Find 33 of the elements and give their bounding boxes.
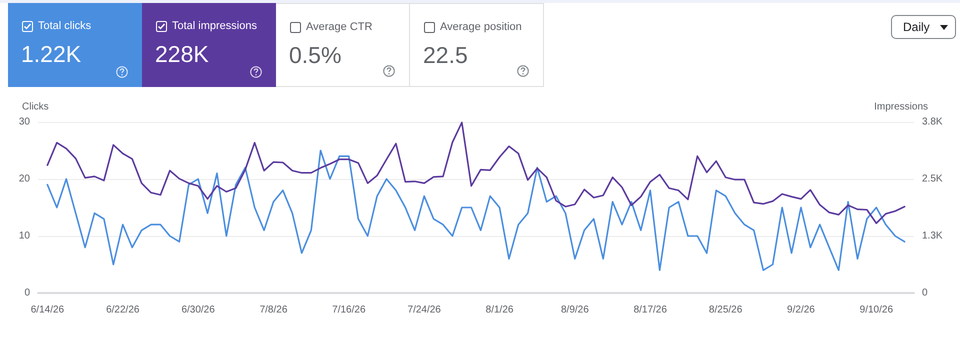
text: 228K [155, 41, 209, 68]
x-tick-label: 8/1/26 [486, 304, 514, 316]
text: Total clicks [38, 20, 92, 32]
x-tick-label: 6/30/26 [181, 304, 216, 316]
y-tick-label: 30 [18, 116, 30, 128]
x-tick-label: 8/9/26 [560, 304, 590, 316]
y-tick-label: 0 [24, 288, 30, 298]
text: Daily [903, 20, 930, 34]
y2-axis-title: Impressions [874, 102, 928, 112]
text: 1.22K [21, 41, 82, 68]
y2-tick-label: 2.5K [922, 174, 943, 184]
x-tick-label: 9/2/26 [787, 304, 816, 316]
y2-tick-label: 1.3K [922, 230, 943, 242]
y2-tick-label: 3.8K [922, 116, 943, 128]
x-tick-label: 6/14/26 [30, 304, 65, 316]
x-tick-label: 7/16/26 [332, 304, 366, 316]
x-tick-label: 9/10/26 [860, 304, 894, 316]
line-series [46, 122, 906, 224]
text: Average CTR [306, 21, 372, 33]
y-axis-title: Clicks [22, 102, 49, 112]
y-tick-label: 10 [18, 230, 30, 242]
text: 22.5 [423, 42, 468, 69]
line-series [46, 150, 906, 271]
text: Average position [440, 21, 522, 33]
text: Total impressions [172, 20, 257, 32]
x-tick-label: 7/8/26 [260, 304, 288, 316]
x-tick-label: 6/22/26 [106, 304, 140, 316]
x-tick-label: 8/25/26 [708, 304, 743, 316]
x-tick-label: 7/24/26 [408, 304, 442, 316]
x-tick-label: 8/17/26 [634, 304, 668, 316]
y-tick-label: 20 [18, 174, 30, 184]
y2-tick-label: 0 [922, 288, 928, 298]
text: 0.5% [289, 42, 342, 69]
